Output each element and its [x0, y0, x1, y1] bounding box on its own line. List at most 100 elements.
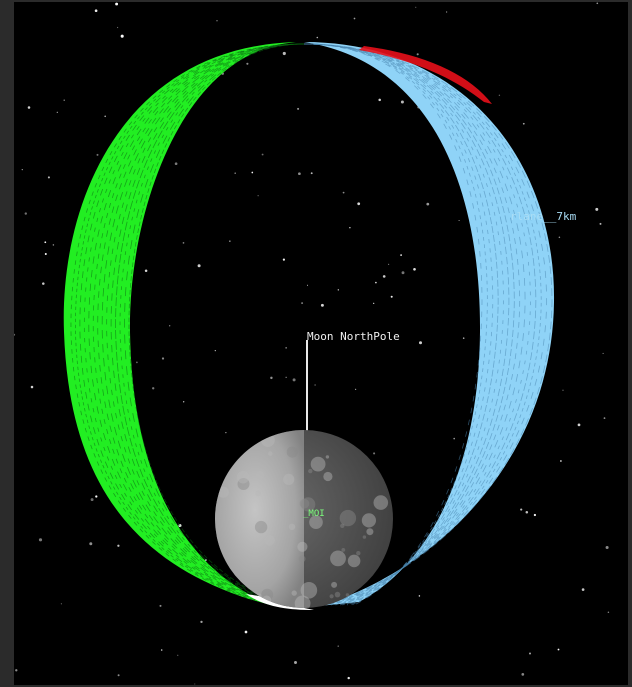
site-marker-label: _MOI [303, 509, 325, 519]
star [373, 452, 376, 455]
star [522, 122, 525, 125]
orbit-track-line [304, 43, 515, 606]
star [596, 2, 599, 5]
moon-crater [347, 554, 361, 568]
moon-crater [268, 451, 273, 456]
star [257, 195, 259, 197]
orbit-far-side-band [304, 42, 555, 606]
moon-crater [334, 591, 341, 598]
star [194, 683, 196, 685]
orbit-track-line [115, 43, 304, 601]
moon-crater [361, 513, 376, 528]
star [90, 498, 94, 502]
star [521, 673, 525, 676]
star [117, 674, 120, 677]
star [416, 53, 419, 56]
star [52, 244, 55, 246]
star [216, 20, 218, 22]
star [270, 376, 273, 380]
star [47, 176, 50, 179]
moon-crater [331, 581, 338, 588]
moon-crater [323, 471, 333, 482]
star [152, 387, 155, 390]
star [60, 603, 62, 605]
star [63, 99, 65, 101]
orbit-track-line [79, 43, 304, 601]
orbit-track-line [304, 43, 504, 606]
orbit-track-line [304, 43, 526, 606]
star [349, 227, 351, 229]
star [354, 388, 357, 391]
star [27, 106, 31, 109]
orbit-track-line [304, 43, 531, 606]
moon-crater [325, 455, 330, 459]
moon-crater [286, 446, 298, 458]
orbit-far-side-track-lines [304, 43, 553, 606]
star [161, 357, 165, 360]
star [282, 258, 285, 261]
star [458, 219, 460, 222]
moon-crater [366, 528, 374, 536]
star [558, 236, 561, 239]
moon-north-pole-label: Moon NorthPole [307, 330, 400, 343]
moon-crater [310, 456, 326, 472]
orbit-track-line [304, 43, 483, 606]
star [298, 172, 301, 176]
star [251, 171, 254, 174]
orbit-track-line [304, 43, 510, 606]
star [117, 544, 120, 547]
star [229, 240, 231, 242]
star [560, 460, 562, 462]
moon-crater [300, 582, 318, 599]
star [282, 51, 286, 56]
star [557, 648, 560, 651]
orbit-near-side-fill [63, 42, 304, 606]
moon-craters [217, 431, 393, 608]
star [197, 264, 201, 268]
moon-crater [373, 495, 389, 510]
star [115, 2, 119, 6]
star [234, 172, 236, 174]
star [42, 282, 45, 285]
star [607, 611, 610, 613]
star [225, 432, 227, 434]
moon-crater [254, 520, 268, 534]
star [117, 26, 119, 29]
star [320, 303, 324, 307]
star [388, 263, 390, 265]
moon-crater [255, 490, 261, 497]
star [30, 385, 34, 389]
star [297, 107, 300, 110]
orbit-track-line [70, 43, 304, 601]
star [89, 542, 93, 546]
orbit-track-line [304, 43, 499, 606]
star [595, 207, 599, 211]
star [177, 654, 179, 656]
star [21, 168, 23, 171]
star [562, 389, 564, 391]
moon-crater [261, 588, 274, 601]
star [357, 202, 361, 206]
star [44, 252, 47, 256]
orbit-track-line [304, 43, 494, 606]
orbit-track-line [75, 43, 304, 601]
star [605, 545, 609, 550]
star [261, 153, 264, 156]
moon-sphere [215, 430, 393, 608]
star [44, 241, 47, 244]
star [525, 511, 529, 514]
star [529, 652, 531, 655]
star [94, 9, 98, 13]
star [603, 417, 606, 419]
moon-crater [301, 497, 316, 512]
star [337, 645, 339, 647]
moon-crater [387, 460, 392, 466]
star [214, 350, 216, 352]
star [390, 295, 393, 298]
star [382, 275, 386, 278]
moon-lit-hemisphere [215, 430, 304, 608]
star [24, 212, 27, 215]
star [373, 302, 375, 304]
star [292, 378, 296, 382]
orbit-near-side-track-lines [70, 43, 304, 601]
